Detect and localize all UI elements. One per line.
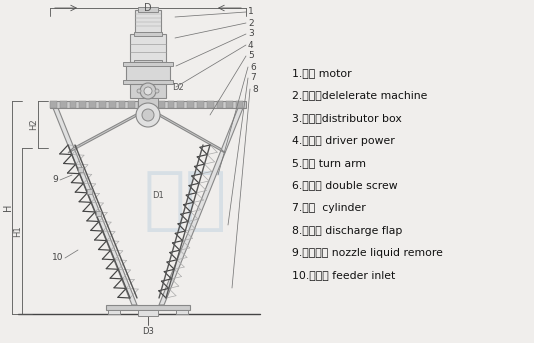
Text: D: D (144, 3, 152, 13)
Text: 4: 4 (248, 40, 254, 49)
Bar (126, 64, 170, 82)
Text: 9: 9 (52, 176, 58, 185)
Bar (236, 101, 243, 108)
Bar (106, 305, 190, 310)
Text: 2.减速机delelerate machine: 2.减速机delelerate machine (292, 91, 427, 100)
Bar (69, 101, 76, 108)
Text: H: H (3, 203, 13, 211)
Text: 5.转辟 turn arm: 5.转辟 turn arm (292, 158, 366, 168)
Bar (89, 101, 96, 108)
Bar (168, 101, 175, 108)
Text: 4.传动头 driver power: 4.传动头 driver power (292, 135, 395, 145)
Bar (78, 167, 83, 172)
Text: 1: 1 (248, 8, 254, 16)
Bar (87, 189, 92, 194)
Bar (109, 101, 116, 108)
Bar (130, 84, 166, 98)
Text: D3: D3 (142, 327, 154, 336)
Bar (138, 101, 145, 108)
Bar (135, 10, 161, 34)
Circle shape (136, 103, 160, 127)
Bar (50, 101, 246, 108)
Text: 8.出料阀 discharge flap: 8.出料阀 discharge flap (292, 225, 403, 236)
Text: 8: 8 (252, 84, 258, 94)
Bar (130, 34, 166, 62)
Bar (177, 101, 184, 108)
Text: H1: H1 (13, 225, 22, 237)
Bar (80, 101, 87, 108)
Bar (123, 80, 173, 84)
Bar (226, 101, 233, 108)
Text: 7.筒体  cylinder: 7.筒体 cylinder (292, 203, 366, 213)
Bar (138, 310, 158, 316)
Bar (108, 310, 120, 314)
Bar (187, 101, 194, 108)
Text: 3.分配筱distributor box: 3.分配筱distributor box (292, 113, 402, 123)
Text: 2: 2 (248, 19, 254, 27)
Bar (176, 310, 188, 314)
Bar (128, 101, 135, 108)
Text: D1: D1 (152, 190, 164, 200)
Circle shape (144, 87, 152, 95)
Polygon shape (156, 112, 225, 153)
Text: 10: 10 (51, 253, 63, 262)
Bar (119, 101, 125, 108)
Text: 9.喷液装置 nozzle liquid remore: 9.喷液装置 nozzle liquid remore (292, 248, 443, 258)
Bar (217, 101, 223, 108)
Polygon shape (68, 112, 140, 153)
Bar (207, 101, 214, 108)
Circle shape (142, 109, 154, 121)
Bar (148, 101, 155, 108)
Text: 7: 7 (250, 73, 256, 83)
Circle shape (155, 89, 159, 93)
Bar (138, 7, 158, 12)
Text: 3: 3 (248, 29, 254, 38)
Bar (134, 60, 162, 64)
Bar (60, 101, 67, 108)
Bar (134, 32, 162, 36)
Circle shape (140, 83, 156, 99)
Bar (197, 101, 204, 108)
Bar (96, 211, 100, 216)
Polygon shape (159, 108, 243, 305)
Bar (158, 101, 164, 108)
Text: 6.旋转轴 double screw: 6.旋转轴 double screw (292, 180, 398, 190)
Bar (123, 62, 173, 66)
Polygon shape (53, 108, 137, 305)
Bar (138, 98, 158, 108)
Text: H2: H2 (29, 118, 38, 130)
Bar (50, 101, 57, 108)
Bar (99, 101, 106, 108)
Text: 6: 6 (250, 62, 256, 71)
Text: 5: 5 (248, 51, 254, 60)
Circle shape (137, 89, 141, 93)
Text: 建达: 建达 (143, 166, 227, 234)
Text: 10.进料口 feeder inlet: 10.进料口 feeder inlet (292, 271, 395, 281)
Text: 1.电机 motor: 1.电机 motor (292, 68, 351, 78)
Text: D2: D2 (172, 83, 184, 93)
